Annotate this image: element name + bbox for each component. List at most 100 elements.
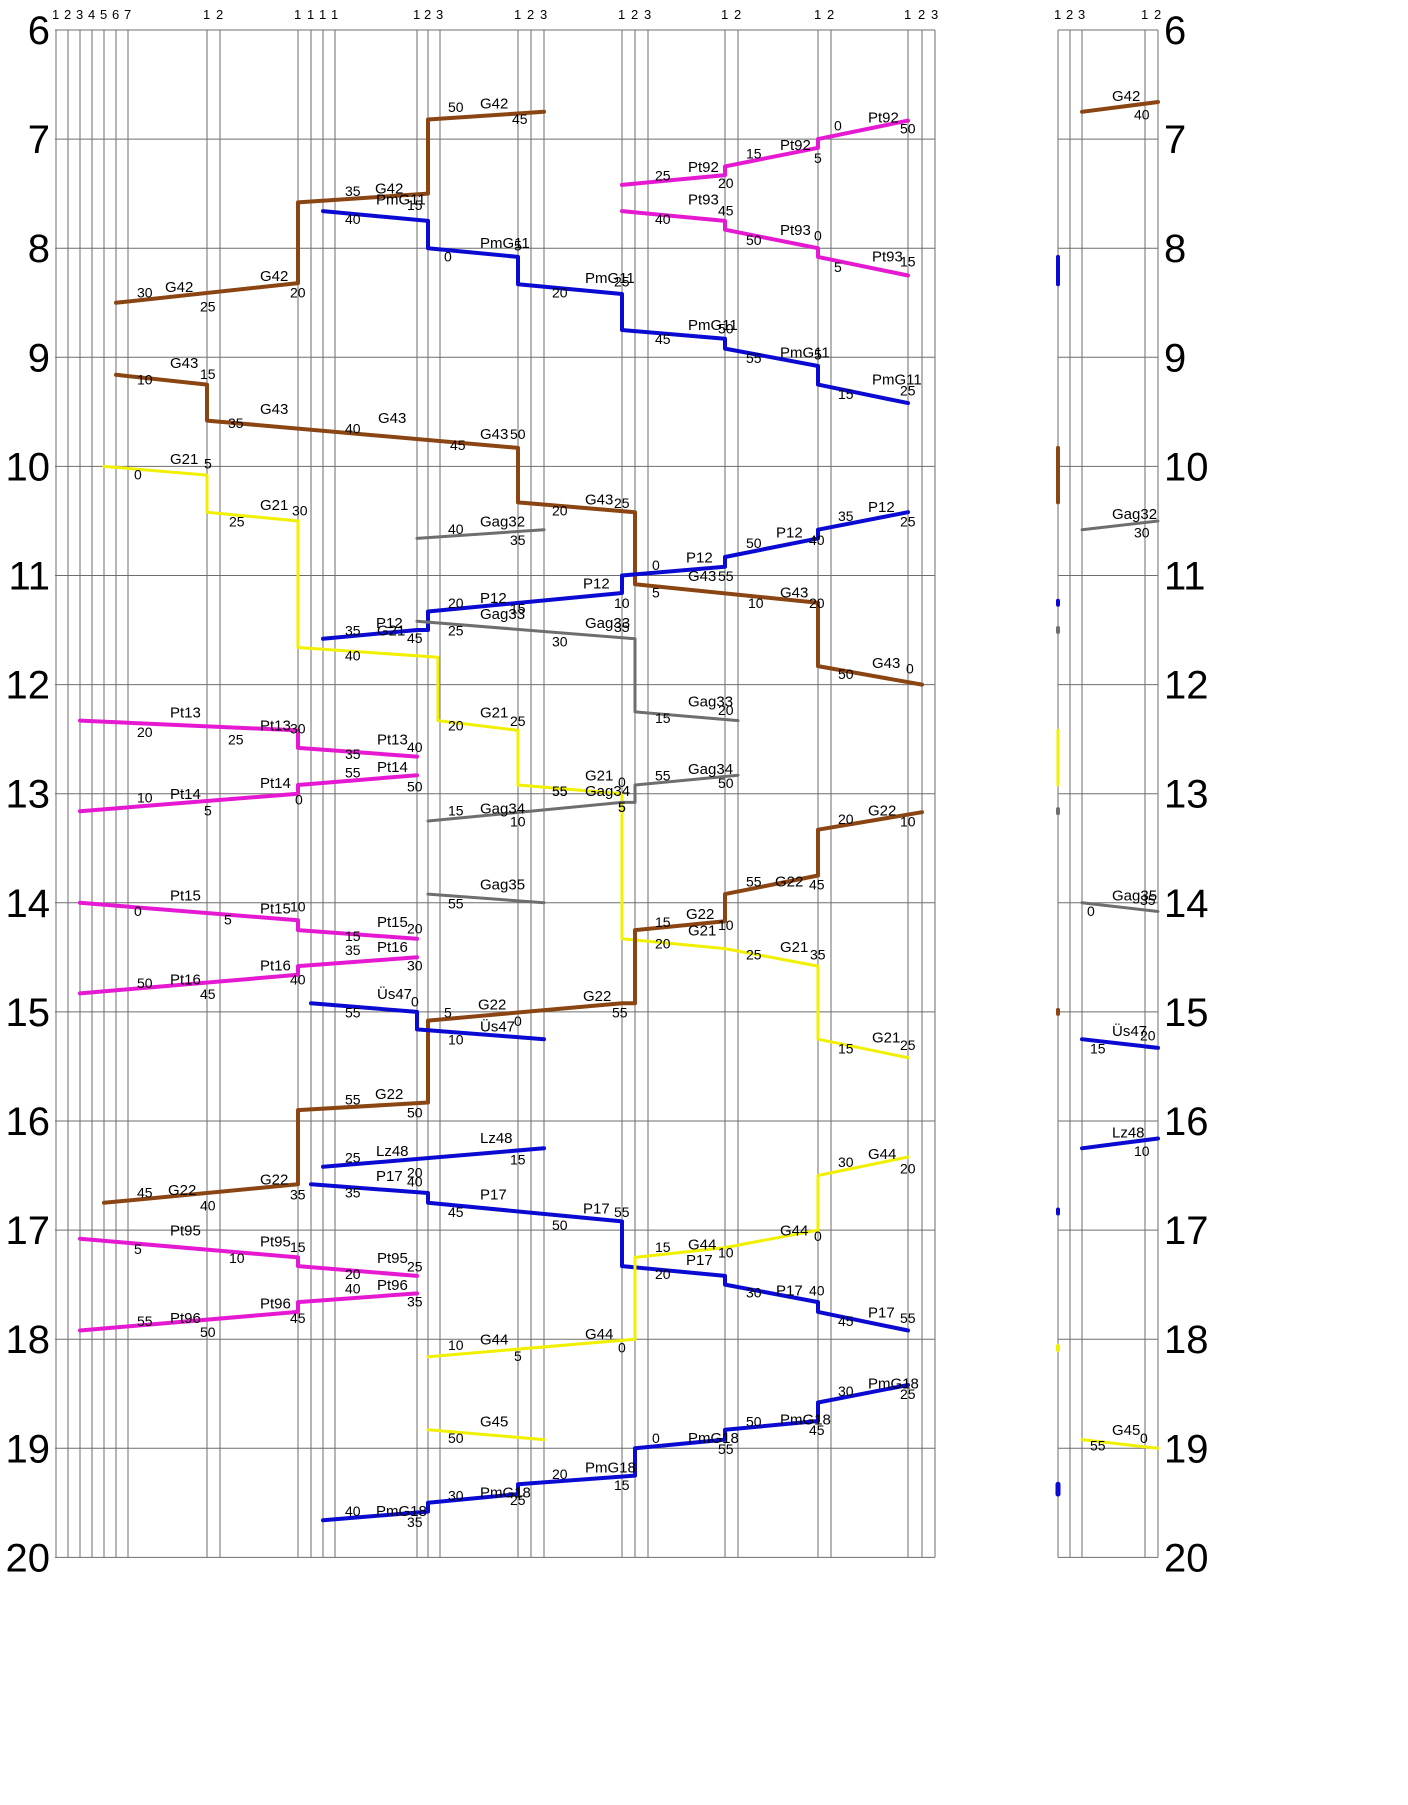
train-name-label: G44 [780, 1223, 808, 1240]
train-minute-label: 10 [900, 813, 916, 829]
train-minute-label: 10 [229, 1250, 245, 1266]
train-minute-label: 20 [345, 1266, 361, 1282]
train-minute-label: 15 [655, 710, 671, 726]
train-minute-label: 55 [448, 895, 464, 911]
track-number: 2 [1066, 7, 1073, 22]
train-minute-label: 50 [718, 775, 734, 791]
train-minute-label: 35 [345, 746, 361, 762]
train-minute-label: 55 [552, 783, 568, 799]
train-name-label: G44 [868, 1146, 896, 1163]
train-minute-label: 40 [407, 739, 423, 755]
train-name-label: Pt92 [780, 137, 811, 154]
train-name-label: G22 [260, 1171, 288, 1188]
train-minute-label: 5 [514, 1348, 522, 1364]
train-name-label: G42 [165, 279, 193, 296]
hour-label-right: 17 [1164, 1209, 1209, 1253]
train-minute-label: 35 [838, 508, 854, 524]
train-minute-label: 20 [655, 1266, 671, 1282]
train-name-label: Gag32 [1112, 506, 1157, 523]
train-minute-label: 35 [407, 1294, 423, 1310]
train-name-label: P17 [686, 1252, 713, 1269]
train-minute-label: 25 [228, 732, 244, 748]
train-name-label: Pt14 [260, 775, 291, 792]
train-name-label: G21 [688, 923, 716, 940]
train-name-label: Pt16 [170, 972, 201, 989]
train-name-label: Gag33 [688, 693, 733, 710]
train-minute-label: 15 [407, 197, 423, 213]
train-name-label: P12 [868, 499, 895, 516]
train-minute-label: 35 [345, 183, 361, 199]
hour-label-right: 19 [1164, 1427, 1209, 1471]
train-minute-label: 15 [655, 1239, 671, 1255]
train-name-label: Pt92 [688, 159, 719, 176]
train-name-label: G42 [1112, 88, 1140, 105]
train-name-label: PmG11 [872, 372, 922, 389]
train-minute-label: 10 [448, 1337, 464, 1353]
train-name-label: G22 [583, 988, 611, 1005]
train-minute-label: 5 [444, 1004, 452, 1020]
train-minute-label: 20 [718, 175, 734, 191]
train-name-label: Üs47 [480, 1018, 515, 1036]
train-name-label: G21 [480, 704, 508, 721]
track-number: 1 [814, 7, 821, 22]
train-minute-label: 15 [900, 254, 916, 270]
train-name-label: Pt15 [260, 901, 291, 918]
train-minute-label: 20 [290, 284, 306, 300]
train-name-label: P12 [686, 549, 713, 566]
hour-label-right: 18 [1164, 1318, 1209, 1362]
train-minute-label: 55 [137, 1313, 153, 1329]
train-minute-label: 15 [838, 1040, 854, 1056]
train-path [1080, 1438, 1160, 1450]
train-name-label: G44 [688, 1237, 716, 1254]
track-number: 6 [112, 7, 119, 22]
train-name-label: G22 [686, 906, 714, 923]
track-number: 1 [331, 7, 338, 22]
train-name-label: PmG18 [780, 1411, 831, 1428]
train-name-label: PmG11 [780, 344, 830, 361]
hour-label-left: 20 [6, 1536, 51, 1580]
train-minute-label: 40 [655, 211, 671, 227]
train-minute-label: 10 [718, 917, 734, 933]
train-minute-label: 45 [655, 331, 671, 347]
train-minute-label: 30 [407, 957, 423, 973]
train-minute-label: 0 [834, 117, 842, 133]
train-minute-label: 15 [510, 601, 526, 617]
train-minute-label: 10 [510, 813, 526, 829]
train-minute-label: 40 [200, 1198, 216, 1214]
train-minute-label: 20 [137, 724, 153, 740]
train-name-label: G42 [480, 96, 508, 113]
train-minute-label: 55 [746, 350, 762, 366]
hour-label-right: 20 [1164, 1536, 1209, 1580]
train-name-label: PmG18 [585, 1459, 636, 1476]
hour-label-right: 6 [1164, 9, 1186, 53]
train-minute-label: 0 [514, 1013, 522, 1029]
train-minute-label: 10 [1134, 1143, 1150, 1159]
train-name-label: PmG18 [688, 1430, 739, 1447]
train-minute-label: 55 [655, 768, 671, 784]
train-name-label: G43 [170, 355, 198, 372]
train-minute-label: 25 [448, 623, 464, 639]
train-minute-label: 45 [809, 1422, 825, 1438]
train-minute-label: 40 [345, 421, 361, 437]
train-name-label: G22 [168, 1182, 196, 1199]
train-minute-label: 0 [814, 228, 822, 244]
train-minute-label: 0 [444, 248, 452, 264]
train-minute-label: 25 [345, 1150, 361, 1166]
train-minute-label: 30 [746, 1285, 762, 1301]
train-minute-label: 5 [652, 584, 660, 600]
train-minute-label: 40 [345, 1280, 361, 1296]
train-minute-label: 55 [612, 1004, 628, 1020]
train-minute-label: 20 [552, 503, 568, 519]
train-minute-label: 50 [407, 779, 423, 795]
train-minute-label: 50 [448, 1430, 464, 1446]
train-path [426, 1155, 910, 1359]
track-number: 1 [1141, 7, 1148, 22]
train-minute-label: 15 [655, 914, 671, 930]
track-number: 7 [124, 7, 131, 22]
train-minute-label: 15 [200, 366, 216, 382]
train-name-label: PmG18 [480, 1484, 531, 1501]
train-path [415, 528, 546, 540]
train-name-label: Gag35 [480, 877, 525, 894]
hour-label-right: 7 [1164, 118, 1186, 162]
